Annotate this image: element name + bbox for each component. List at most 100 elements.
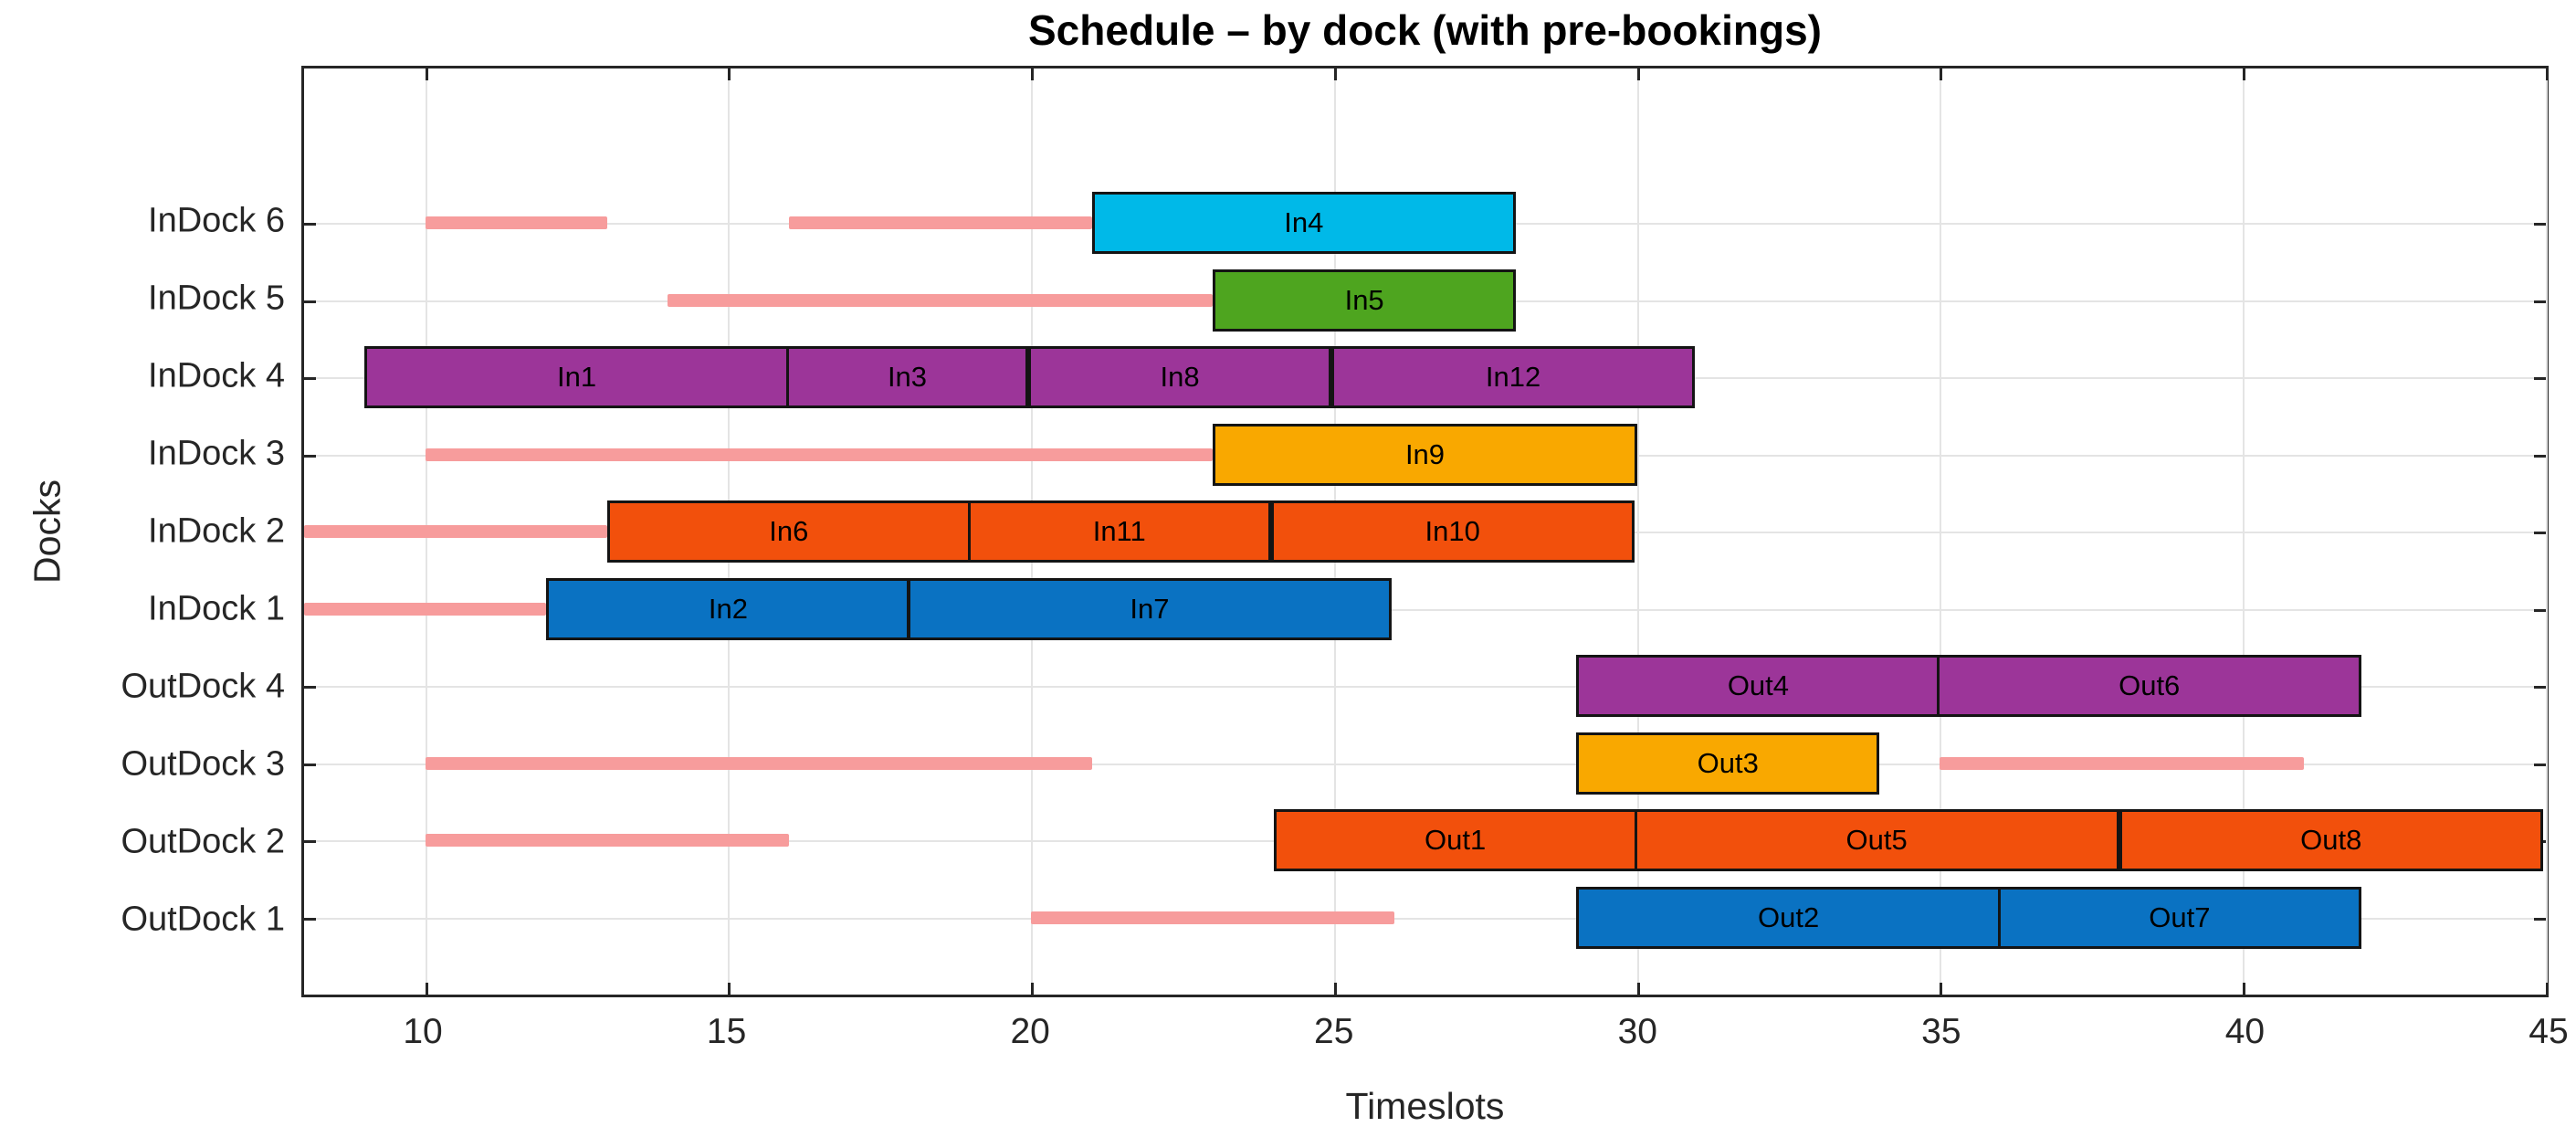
- y-tick-label: InDock 4: [148, 356, 285, 395]
- y-tick-label: OutDock 3: [121, 744, 285, 784]
- x-axis-tick: [2546, 68, 2549, 80]
- gridline-y: [304, 686, 2546, 688]
- gridline-y: [304, 608, 2546, 611]
- bar-label: Out7: [2149, 900, 2211, 933]
- gantt-bar-out2: Out2: [1576, 886, 2001, 949]
- x-axis-tick: [1940, 68, 1943, 80]
- chart-title: Schedule – by dock (with pre-bookings): [1028, 6, 1822, 54]
- bar-label: In3: [887, 361, 928, 393]
- x-axis-tick: [1333, 68, 1337, 80]
- bar-label: In9: [1404, 437, 1446, 470]
- x-axis-tick: [2243, 68, 2246, 80]
- x-axis-tick: [425, 68, 428, 80]
- y-axis-tick: [2534, 763, 2546, 766]
- gantt-bar-in11: In11: [967, 500, 1271, 563]
- x-tick-label: 20: [1010, 1012, 1050, 1051]
- y-tick-label: OutDock 2: [121, 822, 285, 861]
- bar-label: Out2: [1757, 900, 1820, 933]
- gantt-bar-in5: In5: [1213, 269, 1517, 332]
- x-axis-tick: [728, 68, 731, 80]
- x-axis-tick: [425, 983, 428, 995]
- y-axis-tick: [2534, 917, 2546, 921]
- prebooking-line: [1940, 756, 2304, 770]
- bar-label: Out6: [2119, 669, 2181, 701]
- bar-label: Out5: [1845, 824, 1908, 856]
- x-tick-label: 35: [1921, 1012, 1961, 1051]
- bar-label: In4: [1284, 206, 1324, 238]
- gantt-bar-out5: Out5: [1634, 809, 2119, 871]
- gantt-bar-out7: Out7: [1997, 886, 2361, 949]
- prebooking-line: [425, 756, 1092, 770]
- bar-label: In12: [1485, 361, 1541, 393]
- gantt-bar-in9: In9: [1213, 423, 1637, 486]
- y-axis-tick: [304, 763, 316, 766]
- bar-label: In10: [1425, 515, 1480, 547]
- bar-label: In6: [769, 515, 809, 547]
- x-tick-label: 45: [2529, 1012, 2569, 1051]
- y-axis-tick: [2534, 377, 2546, 380]
- gantt-bar-in6: In6: [606, 500, 971, 563]
- y-axis-tick: [304, 223, 316, 226]
- prebooking-line: [668, 293, 1214, 307]
- y-axis-tick-labels: InDock 6 InDock 5 InDock 4 InDock 3 InDock 2…: [0, 66, 285, 997]
- gantt-bar-in7: In7: [907, 577, 1393, 640]
- x-axis-tick: [728, 983, 731, 995]
- gantt-bar-out3: Out3: [1576, 732, 1880, 795]
- y-tick-label: InDock 1: [148, 589, 285, 628]
- y-axis-tick: [2534, 532, 2546, 534]
- y-tick-label: OutDock 4: [121, 667, 285, 706]
- gantt-bar-out8: Out8: [2119, 809, 2543, 871]
- y-axis-tick: [2534, 300, 2546, 303]
- gantt-bar-out6: Out6: [1937, 655, 2361, 717]
- x-axis-tick-labels: 10 15 20 25 30 35 40 45: [301, 1012, 2568, 1067]
- x-tick-label: 25: [1314, 1012, 1354, 1051]
- x-axis-tick: [1031, 983, 1035, 995]
- bar-label: In2: [708, 592, 748, 625]
- prebooking-line: [425, 448, 1214, 461]
- x-axis-tick: [2243, 983, 2246, 995]
- bar-label: Out3: [1697, 746, 1759, 779]
- gantt-bar-in2: In2: [546, 577, 910, 640]
- bar-label: Out1: [1425, 824, 1487, 856]
- gantt-bar-out4: Out4: [1576, 655, 1940, 717]
- x-axis-tick: [1636, 983, 1640, 995]
- prebooking-line: [425, 834, 789, 847]
- y-axis-tick: [2534, 686, 2546, 689]
- bar-label: Out4: [1727, 669, 1790, 701]
- x-axis-tick: [1031, 68, 1035, 80]
- x-axis-tick: [2546, 983, 2549, 995]
- y-tick-label: InDock 3: [148, 434, 285, 473]
- x-tick-label: 10: [403, 1012, 443, 1051]
- y-axis-tick: [2534, 223, 2546, 226]
- y-axis-tick: [2534, 454, 2546, 458]
- y-axis-tick: [304, 454, 316, 458]
- gridline-y: [304, 917, 2546, 920]
- x-tick-label: 40: [2224, 1012, 2266, 1051]
- gridline-x: [2546, 68, 2548, 995]
- gantt-bar-in8: In8: [1028, 346, 1331, 408]
- gantt-bar-in12: In12: [1330, 346, 1696, 408]
- bar-label: In11: [1092, 515, 1146, 547]
- y-tick-label: InDock 6: [148, 201, 285, 240]
- prebooking-line: [788, 216, 1092, 229]
- x-axis-label: Timeslots: [1345, 1085, 1505, 1127]
- y-axis-tick: [304, 686, 316, 689]
- x-tick-label: 15: [706, 1012, 747, 1051]
- x-axis-tick: [1940, 983, 1943, 995]
- bar-label: In7: [1130, 592, 1170, 625]
- y-tick-label: InDock 2: [148, 511, 285, 551]
- prebooking-line: [425, 216, 607, 229]
- bar-label: In1: [557, 361, 597, 393]
- x-tick-label: 30: [1617, 1012, 1657, 1051]
- y-axis-tick: [304, 377, 316, 380]
- y-axis-label: Docks: [26, 479, 68, 584]
- prebooking-line: [304, 602, 547, 616]
- x-axis-tick: [1333, 983, 1337, 995]
- x-axis-tick: [1636, 68, 1640, 80]
- gantt-bar-in3: In3: [785, 346, 1029, 408]
- gantt-bar-in10: In10: [1270, 500, 1635, 563]
- bar-label: In8: [1160, 361, 1200, 393]
- gridline-y: [304, 763, 2546, 765]
- gantt-bar-out1: Out1: [1273, 809, 1637, 871]
